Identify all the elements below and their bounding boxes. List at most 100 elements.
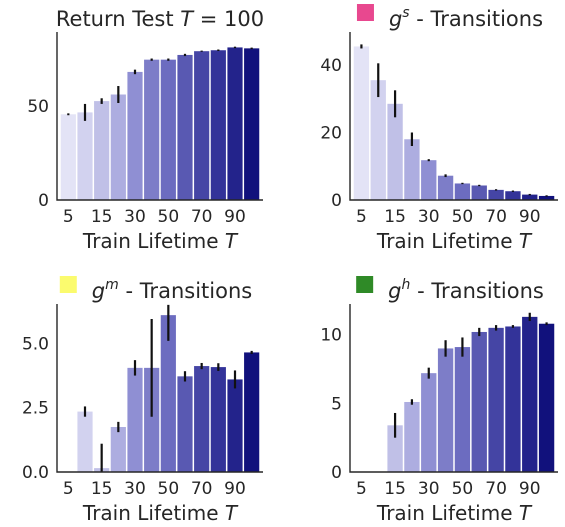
bar [77,411,93,472]
title-superscript: m [105,277,119,293]
bar [210,50,226,200]
x-axis-label: Train Lifetime T [376,501,533,525]
bar [110,94,126,200]
x-tick-label: 30 [418,479,440,499]
x-tick-label: 50 [452,479,474,499]
title-superscript: s [402,5,409,21]
x-tick-label: 70 [191,207,213,227]
bar [77,112,93,200]
x-tick-label: 50 [158,479,180,499]
bar [227,379,243,472]
x-axis-label: Train Lifetime T [82,229,239,253]
axis-spine [349,32,558,201]
x-axis-label-var: T [225,229,239,253]
title-color-marker [59,276,77,293]
y-tick-label: 20 [320,124,342,144]
x-tick-label: 15 [384,479,406,499]
title-color-marker [356,4,374,21]
y-tick-label: 0 [38,191,49,211]
x-tick-label: 15 [384,207,406,227]
bar [471,185,487,200]
x-tick-label: 90 [519,479,541,499]
y-tick-label: 40 [320,56,342,76]
x-tick-label: 30 [124,479,146,499]
bar [505,326,521,472]
bar [522,316,538,472]
x-tick-label: 5 [356,479,367,499]
bar [94,101,110,200]
bar [437,175,454,200]
x-axis-label-text: Train Lifetime [376,501,519,525]
title-superscript: h [402,277,411,293]
bar [488,327,504,472]
bar [488,189,504,201]
x-tick-label: 90 [224,207,246,227]
bar [404,139,420,200]
bar [244,48,260,200]
title-color-marker [356,276,374,293]
bar [210,367,226,472]
x-axis-label-var: T [519,501,533,525]
bar [244,352,260,472]
bar [160,315,176,472]
bar [177,54,193,201]
y-tick-label: 5.0 [22,334,49,354]
x-axis-label-text: Train Lifetime [82,501,225,525]
bar [144,367,160,472]
bar [387,425,403,472]
bar [538,323,555,472]
title-var: T [180,7,195,31]
x-axis-label: Train Lifetime T [376,229,533,253]
bar [127,367,143,472]
x-axis-label-var: T [225,501,239,525]
y-tick-label: 0 [331,463,342,483]
bar [387,103,403,200]
x-tick-label: 30 [124,207,146,227]
bar [353,46,370,200]
title-var: g [388,279,401,303]
axis-spine [349,304,558,473]
title-text: - Transitions [410,7,543,31]
bar [60,114,76,200]
bar [404,401,420,472]
x-tick-label: 15 [91,207,113,227]
x-axis-label: Train Lifetime T [82,501,239,525]
bar [370,80,386,200]
y-tick-label: 10 [320,326,342,346]
bar [421,160,437,200]
title-var: g [389,7,402,31]
bar [538,195,555,200]
bar [227,47,243,200]
bar [127,71,143,200]
chart-title: gm - Transitions [92,277,252,303]
x-axis-label-text: Train Lifetime [82,229,225,253]
y-tick-label: 0.0 [22,463,49,483]
y-tick-label: 0 [331,191,342,211]
bar [160,59,176,200]
bar [177,376,193,472]
x-axis-label-var: T [519,229,533,253]
bar [144,59,160,200]
bar [454,183,471,200]
x-tick-label: 90 [224,479,246,499]
x-tick-label: 30 [418,207,440,227]
bar [454,347,471,472]
chart-title: Return Test T = 100 [56,7,264,31]
x-tick-label: 5 [63,207,74,227]
x-tick-label: 50 [452,207,474,227]
y-tick-label: 2.5 [22,399,49,419]
bar [110,427,126,472]
x-tick-label: 70 [485,207,507,227]
bar [421,373,437,472]
axis-spine [56,304,263,473]
x-tick-label: 70 [191,479,213,499]
title-text: - Transitions [410,279,543,303]
bar [505,191,521,200]
x-tick-label: 90 [519,207,541,227]
axis-spine [56,32,263,201]
x-tick-label: 50 [158,207,180,227]
bar [194,366,210,472]
